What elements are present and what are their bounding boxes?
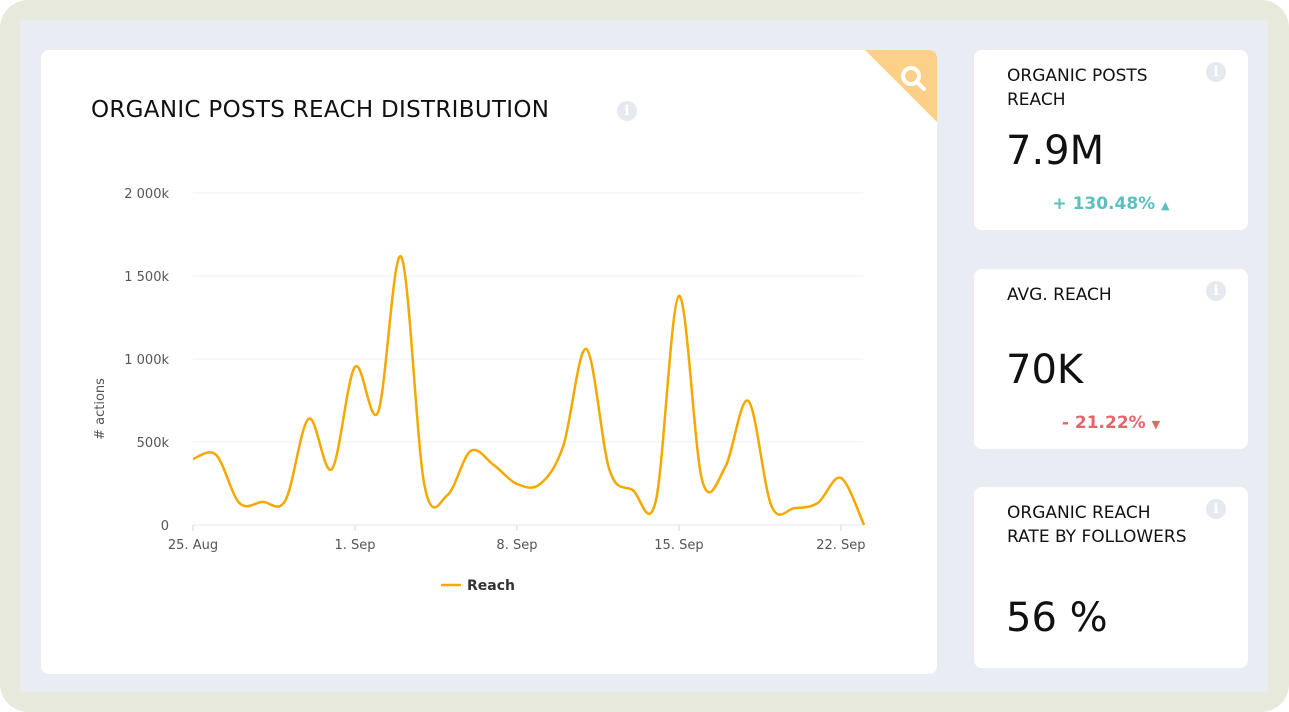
change-text: - 21.22% xyxy=(1061,413,1146,433)
info-icon[interactable]: i xyxy=(1206,499,1226,519)
x-tick-label: 22. Sep xyxy=(816,538,865,553)
y-tick-label: 1 500k xyxy=(124,270,169,285)
card-label: ORGANIC POSTS REACH xyxy=(1007,66,1148,110)
info-icon[interactable]: i xyxy=(617,101,637,121)
y-axis-label: # actions xyxy=(93,378,108,440)
y-tick-label: 500k xyxy=(137,436,170,451)
series-line-reach xyxy=(192,255,866,526)
change-text: + 130.48% xyxy=(1052,194,1156,214)
x-tick-label: 8. Sep xyxy=(496,538,537,553)
card-change: + 130.48% ▲ xyxy=(974,194,1248,214)
info-icon[interactable]: i xyxy=(1206,281,1226,301)
card-label: AVG. REACH xyxy=(1007,285,1112,305)
arrow-down-icon: ▼ xyxy=(1151,418,1161,431)
panel-title: ORGANIC POSTS REACH DISTRIBUTION i xyxy=(91,97,637,123)
reach-line-chart: 0 500k 1 000k 1 500k 2 000k 25. Aug 1. Sep 8. S… xyxy=(93,187,866,594)
y-tick-label: 1 000k xyxy=(124,353,169,368)
legend-item-reach[interactable]: Reach xyxy=(441,578,515,594)
x-tick-label: 25. Aug xyxy=(168,538,218,553)
y-tick-label: 2 000k xyxy=(124,187,169,202)
card-organic-reach-rate: ORGANIC REACH RATE BY FOLLOWERS i 56 % xyxy=(974,487,1248,668)
search-icon[interactable] xyxy=(899,64,929,94)
corner-badge[interactable] xyxy=(865,50,937,122)
arrow-up-icon: ▲ xyxy=(1161,199,1170,212)
x-tick-label: 1. Sep xyxy=(334,538,375,553)
card-value: 56 % xyxy=(1006,595,1108,641)
card-value: 70K xyxy=(1006,347,1084,393)
y-tick-label: 0 xyxy=(161,519,169,534)
card-label: ORGANIC REACH RATE BY FOLLOWERS xyxy=(1007,503,1187,547)
card-value: 7.9M xyxy=(1006,128,1105,174)
card-avg-reach: AVG. REACH i 70K - 21.22% ▼ xyxy=(974,269,1248,449)
info-icon[interactable]: i xyxy=(1206,62,1226,82)
x-tick-label: 15. Sep xyxy=(654,538,703,553)
panel-title-text: ORGANIC POSTS REACH DISTRIBUTION xyxy=(91,97,550,123)
card-organic-posts-reach: ORGANIC POSTS REACH i 7.9M + 130.48% ▲ xyxy=(974,50,1248,230)
legend-label: Reach xyxy=(467,578,515,594)
reach-distribution-panel: ORGANIC POSTS REACH DISTRIBUTION i 0 500k… xyxy=(41,50,937,674)
card-change: - 21.22% ▼ xyxy=(974,413,1248,433)
